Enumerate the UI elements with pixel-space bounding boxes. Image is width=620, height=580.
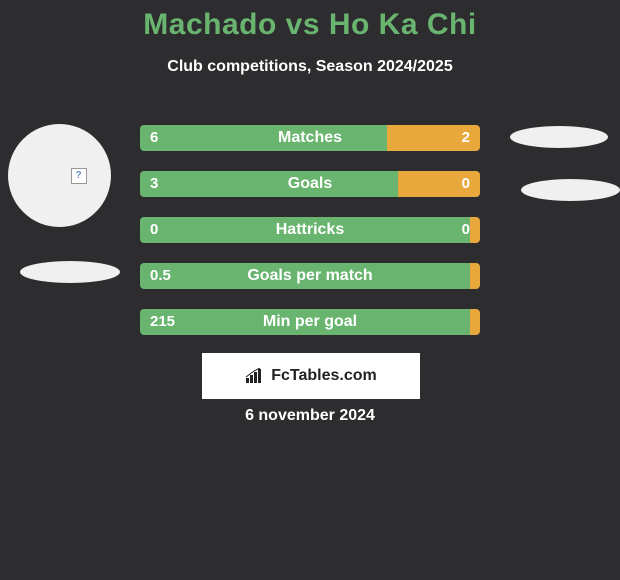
- comparison-infographic: Machado vs Ho Ka Chi Club competitions, …: [0, 0, 620, 580]
- stat-value-left: 0.5: [150, 263, 171, 289]
- stat-row-hattricks: 0 0 Hattricks: [140, 217, 480, 243]
- stat-value-left: 6: [150, 125, 158, 151]
- brand-badge: FcTables.com: [202, 353, 420, 399]
- stat-value-left: 215: [150, 309, 175, 335]
- player-right-ellipse-2: [521, 179, 620, 201]
- stat-bar-right: [470, 263, 480, 289]
- stat-bar-left: [140, 125, 387, 151]
- stat-row-min-per-goal: 215 Min per goal: [140, 309, 480, 335]
- stat-row-goals-per-match: 0.5 Goals per match: [140, 263, 480, 289]
- stat-bar-left: [140, 263, 470, 289]
- bar-chart-icon: [245, 368, 265, 384]
- stat-value-right: 0: [462, 171, 470, 197]
- stat-bar-right: [470, 309, 480, 335]
- player-right-ellipse-1: [510, 126, 608, 148]
- stat-value-right: 0: [462, 217, 470, 243]
- stat-bar-left: [140, 309, 470, 335]
- stat-row-matches: 6 2 Matches: [140, 125, 480, 151]
- page-title: Machado vs Ho Ka Chi: [0, 0, 620, 42]
- stat-bar-right: [470, 217, 480, 243]
- stat-value-left: 3: [150, 171, 158, 197]
- stats-bars: 6 2 Matches 3 0 Goals 0 0 Hattricks 0.5 …: [140, 125, 480, 355]
- player-left-avatar: ?: [8, 124, 111, 227]
- stat-value-right: 2: [462, 125, 470, 151]
- stat-bar-left: [140, 217, 470, 243]
- stat-row-goals: 3 0 Goals: [140, 171, 480, 197]
- brand-text: FcTables.com: [271, 367, 377, 385]
- stat-value-left: 0: [150, 217, 158, 243]
- player-left-shadow: [20, 261, 120, 283]
- snapshot-date: 6 november 2024: [0, 407, 620, 425]
- page-subtitle: Club competitions, Season 2024/2025: [0, 42, 620, 76]
- missing-image-icon: ?: [71, 168, 87, 184]
- stat-bar-left: [140, 171, 398, 197]
